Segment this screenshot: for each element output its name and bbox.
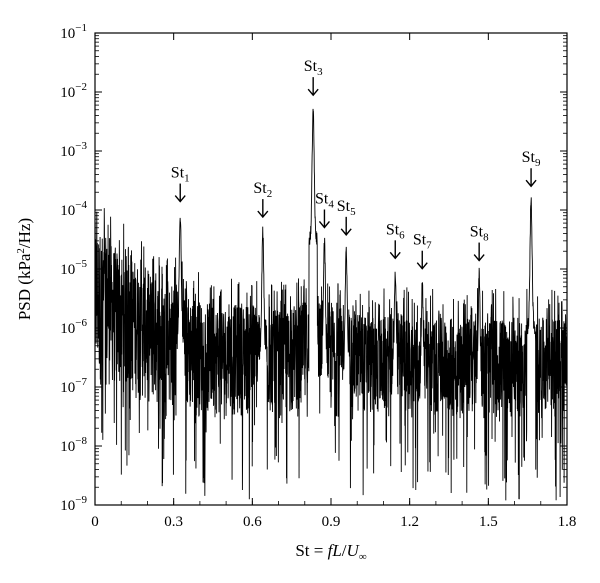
peak-arrow-head — [340, 228, 352, 236]
peak-arrow-head — [416, 262, 428, 270]
x-tick-label: 0.3 — [164, 514, 183, 530]
y-tick-label: 10−4 — [60, 199, 87, 219]
y-tick-label: 10−7 — [60, 376, 87, 396]
y-axis-title-part: 2 — [15, 248, 27, 254]
peak-arrow-head — [307, 88, 319, 97]
x-axis-title-part: L — [331, 541, 341, 560]
y-axis-ticks: 10−9 10−8 10−7 10−6 10−5 10−4 10−3 10−2 10−1 — [60, 22, 567, 514]
x-axis-title-part: ∞ — [359, 551, 367, 563]
x-axis-title-part: f — [328, 541, 335, 560]
peak-arrow-head — [174, 195, 186, 203]
y-tick-label: 10−1 — [60, 22, 87, 42]
y-axis-title-part: PSD (kPa — [15, 253, 34, 320]
x-tick-label: 0.9 — [322, 514, 341, 530]
y-tick-label: 10−2 — [60, 81, 87, 101]
plot-frame — [94, 32, 568, 506]
peak-arrow-head — [389, 251, 401, 260]
x-axis-ticks: 0 0.3 0.6 0.9 1.2 1.5 1.8 — [91, 33, 576, 530]
peak-label: St3 — [304, 58, 323, 78]
peak-label: St2 — [253, 180, 272, 200]
peak-arrow-head — [257, 210, 269, 219]
psd-series-line — [94, 108, 568, 501]
peak-label: St1 — [171, 165, 190, 185]
y-tick-label: 10−5 — [60, 258, 87, 278]
y-tick-label: 10−3 — [60, 140, 87, 160]
x-tick-label: 0 — [91, 514, 99, 530]
psd-series — [94, 108, 568, 501]
peak-label: St9 — [522, 149, 541, 169]
x-axis-title-part: St = — [295, 541, 327, 560]
peak-label: St5 — [337, 198, 356, 218]
peak-label: St7 — [413, 232, 432, 252]
y-tick-label: 10−6 — [60, 317, 87, 337]
x-tick-label: 0.6 — [243, 514, 262, 530]
y-tick-label: 10−8 — [60, 435, 87, 455]
peak-label: St6 — [386, 221, 405, 241]
y-tick-label: 10−9 — [60, 494, 87, 514]
peak-annotations: St1 St2 St3 St4 St5 St6 St7 St8 St9 — [171, 58, 541, 270]
x-axis-title-part: / — [342, 541, 347, 560]
peak-label: St8 — [470, 224, 489, 244]
x-tick-label: 1.8 — [558, 514, 577, 530]
peak-arrow-head — [318, 221, 330, 229]
peak-arrow-head — [473, 254, 485, 262]
y-axis-title: PSD (kPa2/Hz) — [15, 218, 34, 320]
x-tick-label: 1.2 — [400, 514, 419, 530]
x-tick-label: 1.5 — [479, 514, 498, 530]
y-axis-title-part: /Hz) — [15, 218, 34, 248]
x-axis-title-part: U — [347, 541, 361, 560]
peak-label: St4 — [315, 190, 334, 210]
peak-arrow-head — [525, 179, 537, 188]
x-axis-title: St = fL/U∞ — [295, 541, 366, 563]
